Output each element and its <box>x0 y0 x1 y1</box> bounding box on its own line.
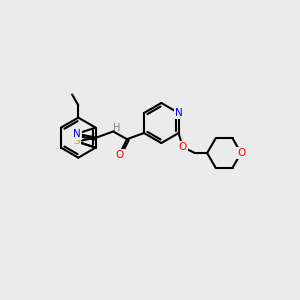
Text: O: O <box>115 150 124 160</box>
Text: H: H <box>112 123 120 134</box>
Text: N: N <box>175 108 182 118</box>
Text: N: N <box>73 129 80 139</box>
Text: S: S <box>73 136 80 146</box>
Text: O: O <box>178 142 187 152</box>
Text: O: O <box>237 148 245 158</box>
